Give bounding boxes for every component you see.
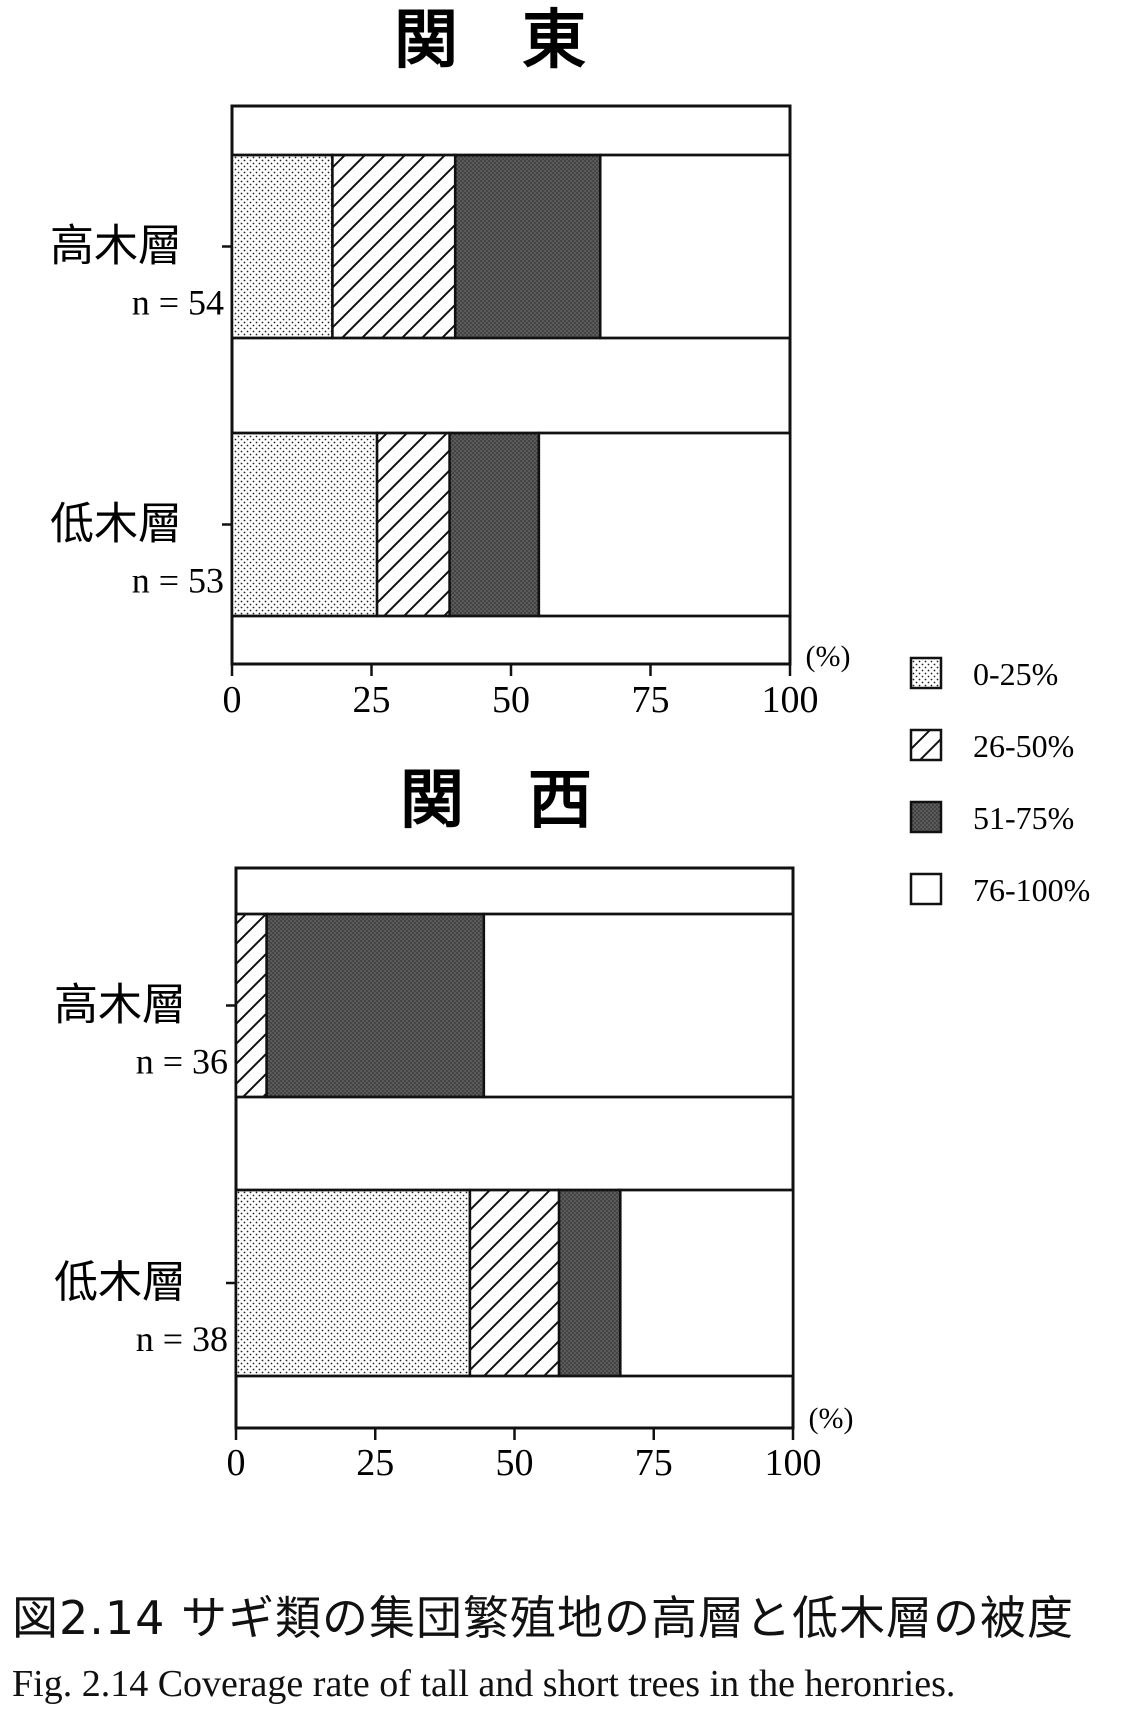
bar-segment-0-1-3	[537, 431, 792, 618]
bar-segment-1-1-3	[619, 1188, 795, 1378]
bar-segment-1-0-2	[265, 912, 486, 1099]
chart-title-1: 関 西	[400, 764, 592, 838]
legend-swatch-2	[909, 800, 943, 834]
category-n-label-0-1: n = 53	[132, 561, 224, 601]
x-tick-label-1-2: 50	[496, 1442, 534, 1484]
x-tick-label-0-2: 50	[492, 679, 530, 721]
bar-segment-0-0-0	[230, 153, 334, 340]
x-tick-label-1-4: 100	[765, 1442, 822, 1484]
bar-segment-0-1-0	[230, 431, 379, 618]
category-n-label-1-0: n = 36	[136, 1042, 228, 1082]
x-tick-label-1-3: 75	[635, 1442, 673, 1484]
legend-label-2: 51-75%	[973, 800, 1074, 836]
caption-english: Fig. 2.14 Coverage rate of tall and shor…	[12, 1663, 956, 1705]
bar-segment-0-0-3	[599, 153, 792, 340]
x-tick-label-0-3: 75	[632, 679, 670, 721]
x-unit-label-1: (%)	[809, 1402, 854, 1435]
legend-label-3: 76-100%	[973, 872, 1090, 908]
legend-label-0: 0-25%	[973, 656, 1058, 692]
category-label-0-1: 低木層	[50, 499, 182, 550]
category-label-1-1: 低木層	[54, 1257, 186, 1308]
bar-segment-1-0-1	[234, 912, 268, 1099]
bar-segment-1-0-3	[482, 912, 795, 1099]
category-label-0-0: 高木層	[50, 221, 182, 272]
x-unit-label-0: (%)	[806, 640, 851, 673]
x-tick-label-0-0: 0	[223, 679, 242, 721]
bar-segment-0-1-2	[448, 431, 541, 618]
x-tick-label-1-1: 25	[356, 1442, 394, 1484]
x-tick-label-0-1: 25	[353, 679, 391, 721]
category-n-label-0-0: n = 54	[132, 283, 224, 323]
legend-swatch-1	[909, 728, 943, 762]
bar-segment-0-1-1	[375, 431, 451, 618]
category-n-label-1-1: n = 38	[136, 1319, 228, 1359]
legend-swatch-3	[909, 872, 943, 906]
caption-japanese: 図2.14 サギ類の集団繁殖地の高層と低木層の被度	[12, 1591, 1075, 1645]
bar-segment-1-1-2	[557, 1188, 622, 1378]
legend-label-1: 26-50%	[973, 728, 1074, 764]
bar-segment-0-0-1	[331, 153, 457, 340]
bar-segment-1-1-0	[234, 1188, 472, 1378]
bar-segment-0-0-2	[453, 153, 602, 340]
category-label-1-0: 高木層	[54, 980, 186, 1031]
bar-segment-1-1-1	[468, 1188, 561, 1378]
x-tick-label-0-4: 100	[762, 679, 819, 721]
chart-title-0: 関 東	[394, 4, 586, 78]
legend-swatch-0	[909, 656, 943, 690]
x-tick-label-1-0: 0	[227, 1442, 246, 1484]
